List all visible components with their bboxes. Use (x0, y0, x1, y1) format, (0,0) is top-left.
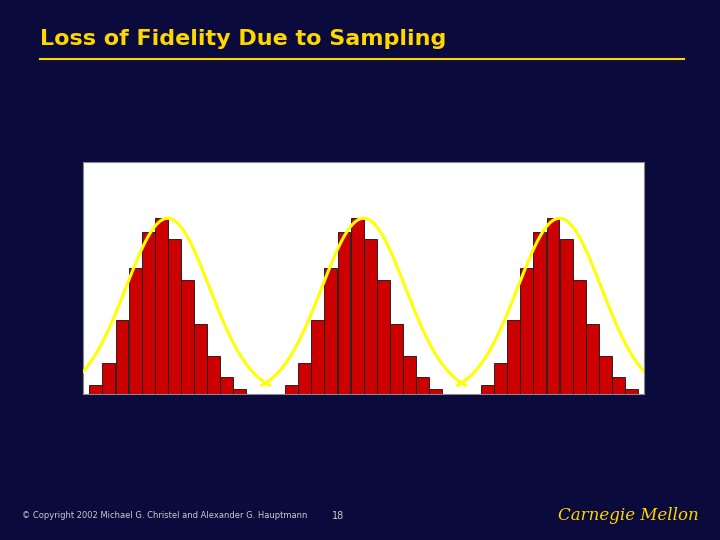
Bar (155, 218, 168, 394)
Bar (534, 232, 546, 394)
Bar (233, 389, 246, 394)
Bar (377, 280, 390, 394)
Bar (168, 239, 181, 394)
Text: 18: 18 (332, 511, 345, 521)
Bar (559, 239, 572, 394)
Bar (194, 324, 207, 394)
Bar (364, 239, 377, 394)
Bar (508, 320, 521, 394)
Bar (298, 362, 311, 394)
Text: Loss of Fidelity Due to Sampling: Loss of Fidelity Due to Sampling (40, 29, 446, 49)
Bar (612, 376, 625, 394)
Bar (429, 389, 442, 394)
Bar (142, 232, 155, 394)
Bar (572, 280, 585, 394)
Bar (181, 280, 194, 394)
Bar (115, 320, 128, 394)
Bar (585, 324, 598, 394)
Bar (129, 267, 142, 394)
Text: © Copyright 2002 Michael G. Christel and Alexander G. Hauptmann: © Copyright 2002 Michael G. Christel and… (22, 511, 307, 520)
Bar (89, 386, 102, 394)
Bar (325, 267, 338, 394)
Bar (390, 324, 402, 394)
Bar (521, 267, 534, 394)
Bar (312, 320, 324, 394)
Bar (220, 376, 233, 394)
Bar (494, 362, 507, 394)
Bar (207, 355, 220, 394)
Bar (481, 386, 494, 394)
Bar (416, 376, 429, 394)
Bar (351, 218, 364, 394)
Bar (285, 386, 298, 394)
Bar (403, 355, 415, 394)
Bar (338, 232, 351, 394)
Bar (599, 355, 612, 394)
Bar (625, 389, 638, 394)
Text: Carnegie Mellon: Carnegie Mellon (558, 507, 698, 524)
Bar (546, 218, 559, 394)
Bar (102, 362, 115, 394)
